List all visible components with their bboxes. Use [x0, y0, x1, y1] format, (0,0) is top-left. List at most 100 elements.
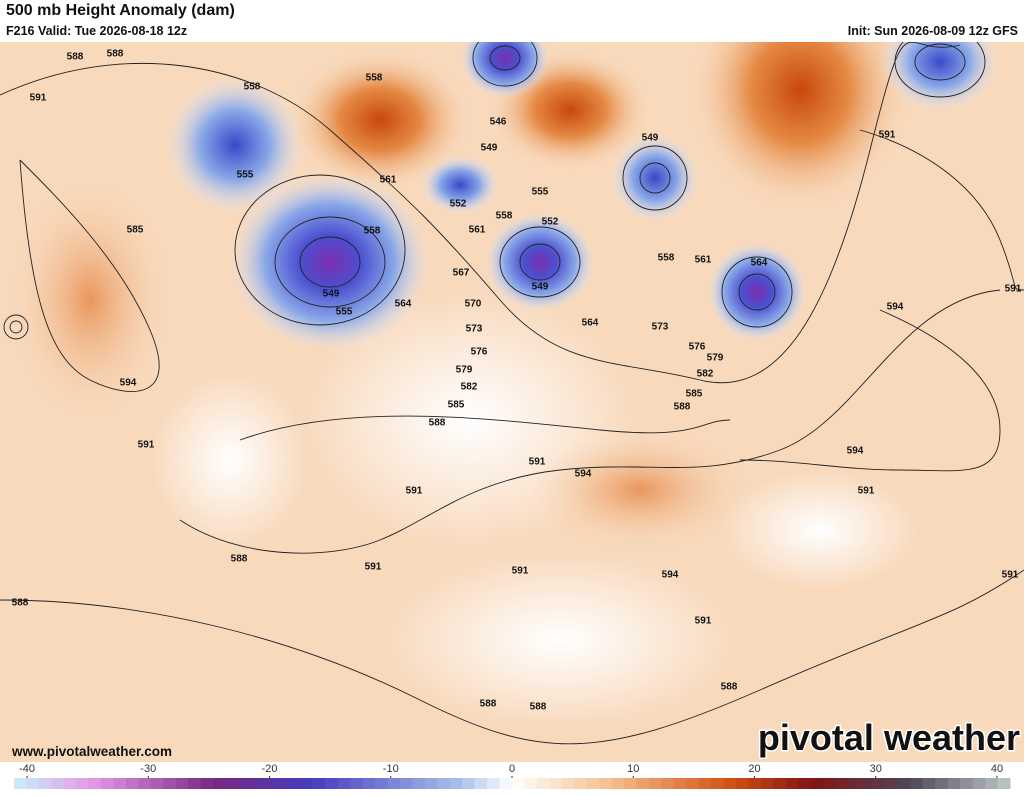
colorbar-cell [960, 778, 974, 789]
colorbar-cell [574, 778, 588, 789]
init-time: Init: Sun 2026-08-09 12z GFS [848, 24, 1018, 38]
contour-label: 582 [697, 369, 714, 380]
colorbar-cell [897, 778, 911, 789]
contour-label: 591 [879, 130, 896, 141]
colorbar-cell [263, 778, 276, 789]
colorbar-cell [810, 778, 824, 789]
contour-label: 579 [456, 365, 473, 376]
colorbar-cell [661, 778, 675, 789]
colorbar-cell [947, 778, 961, 789]
colorbar-cell [175, 778, 189, 789]
colorbar-cell [76, 778, 90, 789]
colorbar-cell [860, 778, 874, 789]
contour-label: 546 [490, 117, 507, 128]
contour-label: 558 [244, 82, 261, 93]
contour-label: 588 [721, 682, 738, 693]
colorbar: -40 -30 -20 -10 0 10 20 30 40 [14, 763, 1011, 789]
colorbar-cell [474, 778, 488, 789]
contour-label: 558 [364, 226, 381, 237]
colorbar-cell [624, 778, 637, 789]
colorbar-cell [250, 778, 264, 789]
colorbar-cell [922, 778, 936, 789]
colorbar-cell [686, 778, 700, 789]
colorbar-cell [126, 778, 139, 789]
colorbar-cell [350, 778, 364, 789]
colorbar-cell [213, 778, 227, 789]
contour-label: 588 [674, 402, 691, 413]
contour-label: 591 [512, 566, 529, 577]
contour-label: 558 [366, 73, 383, 84]
colorbar-cell [200, 778, 214, 789]
contour-label: 594 [847, 446, 864, 457]
contour-label: 591 [1002, 570, 1019, 581]
contour-label: 591 [858, 486, 875, 497]
colorbar-cell [462, 778, 476, 789]
contour-label: 588 [67, 52, 84, 63]
colorbar-cell [848, 778, 862, 789]
colorbar-cell [312, 778, 326, 789]
contour-label: 561 [469, 225, 486, 236]
colorbar-cell [238, 778, 252, 789]
contour-label: 576 [471, 347, 488, 358]
colorbar-cell [561, 778, 575, 789]
colorbar-cell [150, 778, 164, 789]
contour-label: 552 [542, 217, 559, 228]
contour-label: 570 [465, 299, 482, 310]
contour-label: 591 [1005, 284, 1022, 295]
contour-label: 555 [532, 187, 549, 198]
colorbar-tick-label: 10 [627, 763, 639, 775]
contour-label: 549 [532, 282, 549, 293]
colorbar-cell [536, 778, 550, 789]
contour-label: 591 [365, 562, 382, 573]
colorbar-cell [51, 778, 65, 789]
colorbar-cell [673, 778, 687, 789]
title: 500 mb Height Anomaly (dam) [6, 2, 235, 19]
contour-label: 549 [642, 133, 659, 144]
contour-label: 552 [450, 199, 467, 210]
colorbar-cell [387, 778, 401, 789]
contour-label: 564 [751, 258, 768, 269]
colorbar-cell [138, 778, 152, 789]
colorbar-cell [399, 778, 413, 789]
colorbar-cell [14, 778, 27, 789]
colorbar-cell [499, 778, 513, 789]
colorbar-cell [611, 778, 625, 789]
colorbar-cell [275, 778, 289, 789]
contour-label: 588 [12, 598, 29, 609]
contour-label: 558 [658, 253, 675, 264]
contour-label: 564 [582, 318, 599, 329]
colorbar-cell [761, 778, 774, 789]
contour-label: 561 [695, 255, 712, 266]
colorbar-tick-label: 30 [870, 763, 882, 775]
colorbar-cell [512, 778, 525, 789]
colorbar-cell [823, 778, 837, 789]
contour-label: 549 [481, 143, 498, 154]
logo: pivotal weather [758, 717, 1020, 758]
colorbar-cell [873, 778, 886, 789]
colorbar-cell [910, 778, 924, 789]
colorbar-cell [885, 778, 899, 789]
colorbar-tick-label: -40 [19, 763, 35, 775]
colorbar-tick-label: -20 [262, 763, 278, 775]
contour-label: 591 [695, 616, 712, 627]
colorbar-cell [723, 778, 737, 789]
colorbar-cell [287, 778, 301, 789]
contour-label: 594 [120, 378, 137, 389]
contour-label: 582 [461, 382, 478, 393]
colorbar-cell [163, 778, 177, 789]
contour-label: 558 [496, 211, 513, 222]
colorbar-cell [773, 778, 787, 789]
contour-label: 561 [380, 175, 397, 186]
colorbar-cell [711, 778, 725, 789]
contour-labels: 588 588 591 558 558 555 585 561 558 549 555 564 567 5… [12, 49, 1022, 713]
contour-label: 591 [30, 93, 47, 104]
contour-label: 588 [231, 554, 248, 565]
colorbar-cell [487, 778, 501, 789]
contour-label: 591 [529, 457, 546, 468]
colorbar-tick-label: -30 [140, 763, 156, 775]
colorbar-cell [648, 778, 662, 789]
valid-time: F216 Valid: Tue 2026-08-18 12z [6, 24, 187, 38]
contour-label: 573 [466, 324, 483, 335]
contour-label: 591 [406, 486, 423, 497]
contour-label: 576 [689, 342, 706, 353]
